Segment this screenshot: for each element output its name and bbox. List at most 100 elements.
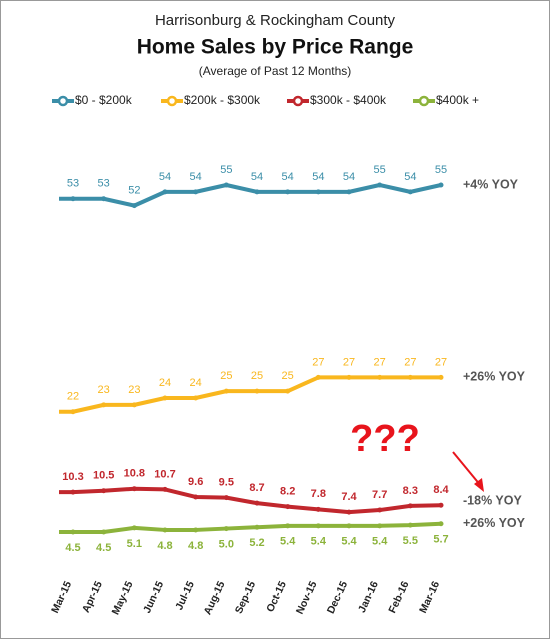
data-point — [223, 388, 229, 394]
series-line — [59, 375, 441, 414]
data-point — [346, 374, 352, 380]
data-label: 54 — [190, 171, 202, 183]
data-point — [407, 522, 413, 528]
legend-label: $0 - $200k — [75, 93, 133, 107]
data-label: 5.1 — [127, 538, 142, 550]
data-label: 10.7 — [154, 468, 175, 480]
legend-label: $300k - $400k — [310, 93, 387, 107]
data-label: 8.3 — [403, 485, 418, 497]
data-point — [131, 525, 137, 531]
data-label: 54 — [251, 171, 263, 183]
data-label: 5.4 — [280, 536, 296, 548]
data-label: 25 — [220, 370, 232, 382]
data-label: 55 — [374, 164, 386, 176]
data-point — [254, 524, 260, 530]
data-label: 8.4 — [433, 484, 449, 496]
data-label: 22 — [67, 391, 79, 403]
series-line — [59, 486, 442, 515]
data-label: 4.8 — [188, 540, 203, 552]
data-label: 54 — [404, 171, 416, 183]
data-label: 25 — [282, 370, 294, 382]
data-label: 10.5 — [93, 470, 114, 482]
data-label: 7.4 — [341, 491, 357, 503]
data-label: 54 — [312, 171, 324, 183]
data-point — [162, 486, 168, 492]
data-point — [407, 189, 413, 195]
data-label: 54 — [282, 171, 294, 183]
data-label: 4.8 — [157, 540, 172, 552]
data-point — [377, 374, 383, 380]
data-point — [438, 182, 444, 188]
data-point — [377, 507, 383, 513]
data-point — [438, 521, 444, 527]
data-point — [162, 395, 168, 401]
data-point — [346, 189, 352, 195]
data-label: 5.0 — [219, 538, 234, 550]
data-label: 53 — [98, 178, 110, 190]
data-point — [438, 374, 444, 380]
data-point — [285, 189, 291, 195]
callout: ??? — [350, 418, 420, 460]
data-point — [101, 529, 107, 535]
data-point — [193, 527, 199, 533]
data-point — [193, 395, 199, 401]
data-label: 8.2 — [280, 485, 295, 497]
data-label: 4.5 — [65, 542, 80, 554]
data-label: 7.7 — [372, 489, 387, 501]
data-point — [254, 189, 260, 195]
legend-label: $200k - $300k — [184, 93, 261, 107]
data-label: 9.6 — [188, 476, 203, 488]
data-point — [223, 495, 229, 501]
data-point — [193, 494, 199, 500]
yoy-annotation: +26% YOY — [463, 516, 526, 530]
data-label: 24 — [190, 377, 202, 389]
data-label: 5.4 — [311, 536, 327, 548]
data-point — [377, 523, 383, 529]
data-label: 5.4 — [341, 536, 357, 548]
data-label: 5.7 — [433, 534, 448, 546]
data-label: 23 — [128, 384, 140, 396]
callout-arrow — [452, 451, 482, 487]
series-line — [59, 521, 442, 534]
callout-arrowhead — [474, 478, 484, 492]
data-point — [346, 509, 352, 515]
data-point — [70, 196, 76, 202]
data-label: 55 — [220, 164, 232, 176]
data-point — [70, 529, 76, 535]
data-point — [285, 523, 291, 529]
data-point — [162, 527, 168, 533]
data-label: 9.5 — [219, 477, 234, 489]
data-point — [315, 374, 321, 380]
data-point — [407, 374, 413, 380]
data-label: 55 — [435, 164, 447, 176]
data-point — [346, 523, 352, 529]
data-label: 27 — [343, 356, 355, 368]
data-label: 53 — [67, 178, 79, 190]
data-point — [101, 196, 107, 202]
data-point — [101, 402, 107, 408]
data-point — [131, 203, 137, 209]
data-point — [101, 488, 107, 494]
data-point — [131, 486, 137, 492]
legend-marker — [292, 95, 304, 107]
data-point — [193, 189, 199, 195]
data-label: 7.8 — [311, 488, 326, 500]
data-label: 10.8 — [124, 468, 145, 480]
legend-marker — [166, 95, 178, 107]
data-point — [254, 500, 260, 506]
data-label: 25 — [251, 370, 263, 382]
data-point — [131, 402, 137, 408]
data-label: 24 — [159, 377, 171, 389]
data-label: 5.2 — [249, 537, 264, 549]
data-point — [315, 506, 321, 512]
data-point — [254, 388, 260, 394]
data-point — [70, 489, 76, 495]
data-point — [407, 503, 413, 509]
data-point — [223, 526, 229, 532]
series-line — [59, 183, 442, 208]
data-label: 8.7 — [249, 482, 264, 494]
data-label: 27 — [312, 356, 324, 368]
chart-subtitle: (Average of Past 12 Months) — [199, 64, 352, 78]
data-point — [377, 182, 383, 188]
